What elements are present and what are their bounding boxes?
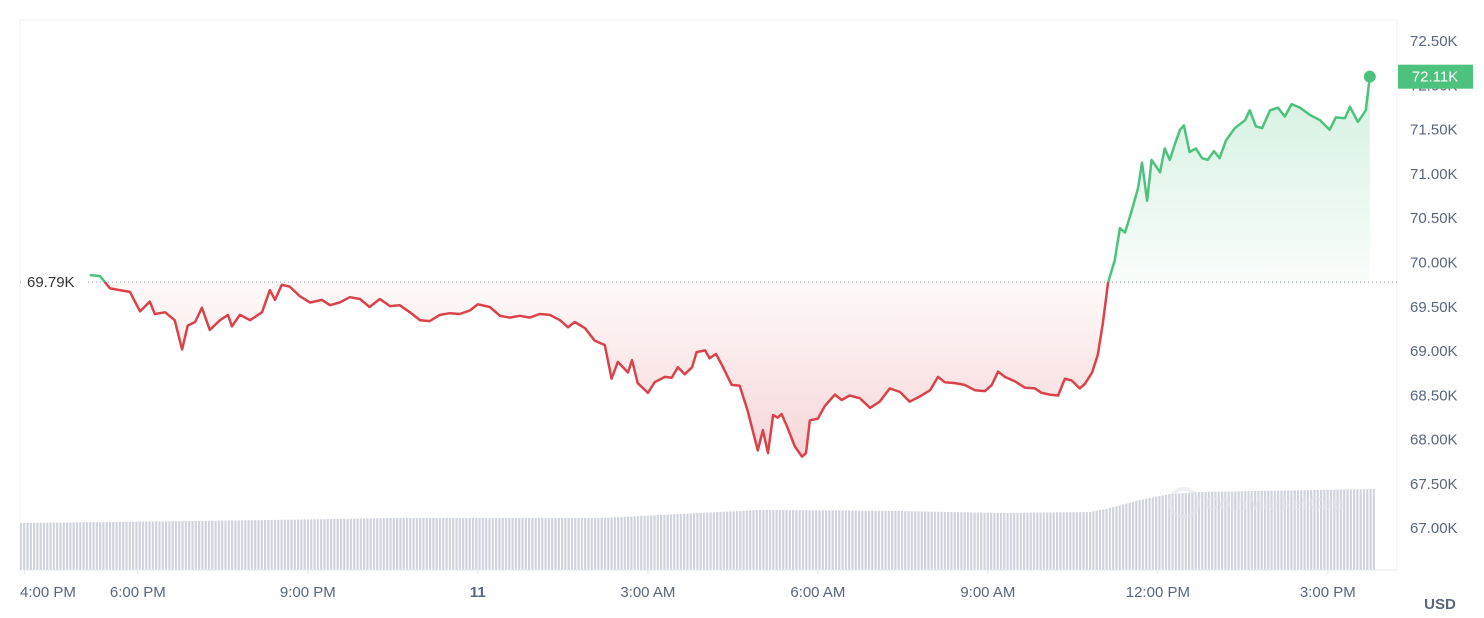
x-tick-label: 12:00 PM bbox=[1126, 584, 1190, 601]
y-tick-label: 72.50K bbox=[1410, 33, 1458, 50]
x-tick-label: 9:00 PM bbox=[280, 584, 336, 601]
watermark-text: CoinMarketCap bbox=[1205, 494, 1344, 515]
volume-bars bbox=[20, 489, 1375, 570]
y-tick-label: 68.00K bbox=[1410, 432, 1458, 449]
price-area bbox=[89, 76, 1370, 457]
last-price-label: 72.11K bbox=[1412, 69, 1458, 86]
x-tick-label: 6:00 PM bbox=[110, 584, 166, 601]
last-price-tag bbox=[1398, 64, 1473, 89]
y-tick-label: 70.00K bbox=[1410, 255, 1458, 272]
y-tick-label: 69.50K bbox=[1410, 299, 1458, 316]
x-tick-label: 3:00 PM bbox=[1300, 584, 1356, 601]
y-tick-label: 70.50K bbox=[1410, 210, 1458, 227]
baseline-label: 69.79K bbox=[27, 274, 75, 291]
y-tick-label: 71.50K bbox=[1410, 122, 1458, 139]
baseline-label-bg bbox=[22, 271, 88, 294]
x-tick-label: 3:00 AM bbox=[620, 584, 675, 601]
y-tick-label: 69.00K bbox=[1410, 343, 1458, 360]
x-tick-label: 11 bbox=[470, 584, 486, 601]
watermark-logo bbox=[1168, 487, 1200, 519]
x-tick-label: 9:00 AM bbox=[960, 584, 1015, 601]
watermark: CoinMarketCap bbox=[1168, 487, 1344, 519]
price-line bbox=[89, 76, 1372, 458]
y-tick-label: 67.50K bbox=[1410, 476, 1458, 493]
y-tick-label: 71.00K bbox=[1410, 166, 1458, 183]
x-tick-label: 4:00 PM bbox=[20, 584, 76, 601]
y-tick-label: 68.50K bbox=[1410, 387, 1458, 404]
currency-label: USD bbox=[1424, 596, 1456, 613]
y-tick-label: 67.00K bbox=[1410, 520, 1458, 537]
last-point bbox=[1363, 70, 1376, 83]
x-tick-label: 6:00 AM bbox=[790, 584, 845, 601]
